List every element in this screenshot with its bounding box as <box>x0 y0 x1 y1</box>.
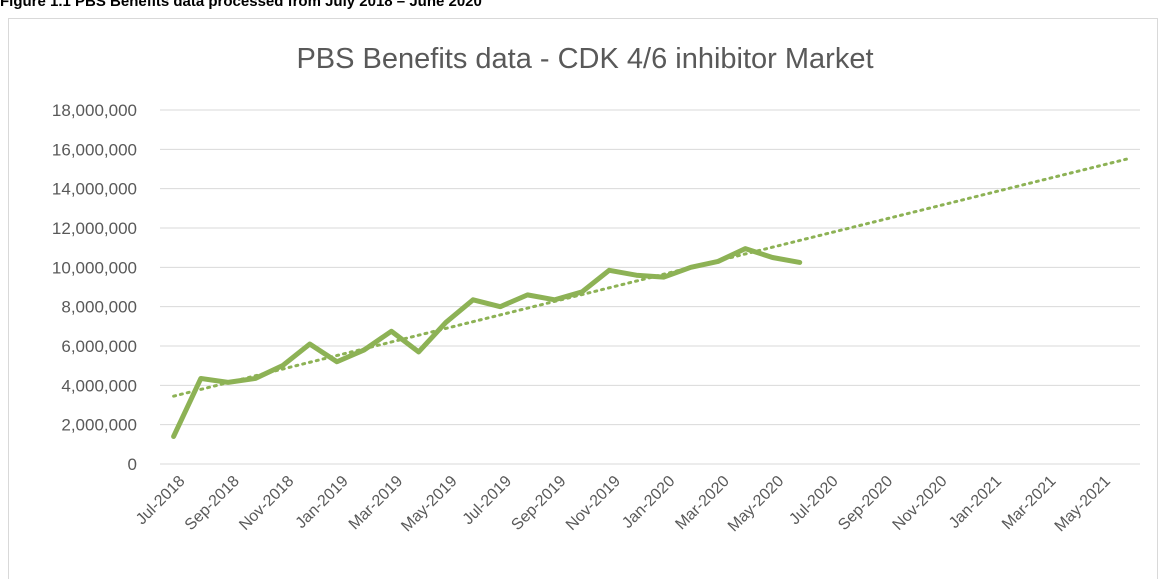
x-tick-label: May-2021 <box>1052 473 1114 535</box>
x-tick-label: Sep-2018 <box>182 473 243 534</box>
y-tick-label: 2,000,000 <box>61 416 137 435</box>
chart-border <box>8 18 1158 579</box>
x-tick-label: Sep-2020 <box>835 473 896 534</box>
x-tick-label: Jul-2018 <box>133 473 188 528</box>
x-tick-label: Nov-2018 <box>236 473 297 534</box>
x-tick-label: Jan-2021 <box>946 473 1005 532</box>
x-tick-label: May-2020 <box>725 473 787 535</box>
x-tick-label: Jul-2020 <box>786 473 841 528</box>
y-tick-label: 14,000,000 <box>52 180 137 199</box>
x-tick-label: Nov-2019 <box>563 473 624 534</box>
y-tick-label: 10,000,000 <box>52 258 137 277</box>
y-tick-label: 12,000,000 <box>52 219 137 238</box>
x-tick-label: Jan-2020 <box>619 473 678 532</box>
x-tick-label: Nov-2020 <box>890 473 951 534</box>
x-tick-label: Mar-2021 <box>999 473 1060 534</box>
y-tick-label: 16,000,000 <box>52 140 137 159</box>
y-tick-label: 4,000,000 <box>61 376 137 395</box>
x-tick-label: Mar-2019 <box>346 473 407 534</box>
x-tick-label: Jan-2019 <box>293 473 352 532</box>
y-tick-label: 8,000,000 <box>61 298 137 317</box>
chart-title: PBS Benefits data - CDK 4/6 inhibitor Ma… <box>296 43 873 75</box>
x-tick-label: May-2019 <box>398 473 460 535</box>
x-tick-label: Mar-2020 <box>672 473 733 534</box>
series-line <box>171 246 803 439</box>
x-tick-label: Jul-2019 <box>460 473 515 528</box>
caption: Figure 1.1 PBS Benefits data processed f… <box>0 0 482 10</box>
y-tick-label: 18,000,000 <box>52 101 137 120</box>
y-tick-label: 0 <box>128 455 137 474</box>
y-tick-label: 6,000,000 <box>61 337 137 356</box>
x-tick-label: Sep-2019 <box>508 473 569 534</box>
trendline <box>172 157 1128 398</box>
